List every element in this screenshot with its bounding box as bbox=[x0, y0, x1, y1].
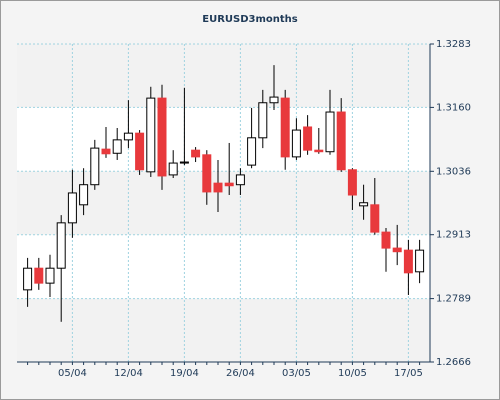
y-tick-label: 1.2666 bbox=[436, 357, 471, 368]
plot-band bbox=[17, 44, 430, 108]
x-tick-label: 19/04 bbox=[170, 368, 199, 379]
candle-body bbox=[359, 202, 369, 207]
candle-body bbox=[123, 132, 133, 141]
candle-body bbox=[101, 148, 111, 155]
y-tick-label: 1.3283 bbox=[436, 39, 471, 50]
candle-body bbox=[45, 267, 55, 284]
plot-band bbox=[17, 298, 430, 362]
x-tick-label: 26/04 bbox=[226, 368, 255, 379]
x-tick-label: 05/04 bbox=[58, 368, 87, 379]
candle-body bbox=[336, 111, 346, 171]
y-tick-label: 1.2789 bbox=[436, 294, 471, 305]
candle-body bbox=[23, 267, 33, 291]
candle-body bbox=[179, 161, 189, 164]
candle-body bbox=[135, 132, 145, 171]
candle-body bbox=[79, 184, 89, 206]
candle-body bbox=[258, 102, 268, 139]
candle-body bbox=[168, 162, 178, 176]
candle-body bbox=[370, 204, 380, 233]
candle-body bbox=[235, 174, 245, 186]
x-tick-label: 10/05 bbox=[338, 368, 367, 379]
candle-body bbox=[112, 139, 122, 154]
candle-body bbox=[303, 126, 313, 151]
x-tick-label: 17/05 bbox=[394, 368, 423, 379]
candle-body bbox=[213, 182, 223, 193]
candle-body bbox=[403, 249, 413, 274]
candle-body bbox=[381, 231, 391, 249]
candle-body bbox=[314, 149, 324, 153]
candle-body bbox=[34, 267, 44, 284]
candle-body bbox=[291, 129, 301, 158]
candle-body bbox=[157, 97, 167, 177]
candle-body bbox=[392, 247, 402, 253]
candle-body bbox=[202, 154, 212, 193]
candle-body bbox=[415, 249, 425, 273]
candle-body bbox=[56, 222, 66, 269]
candle-body bbox=[247, 137, 257, 166]
x-tick-label: 12/04 bbox=[114, 368, 143, 379]
y-tick-label: 1.3160 bbox=[436, 102, 471, 113]
candle-body bbox=[146, 97, 156, 173]
x-tick-label: 03/05 bbox=[282, 368, 311, 379]
candle-body bbox=[347, 169, 357, 196]
y-tick-label: 1.3036 bbox=[436, 166, 471, 177]
candle-body bbox=[191, 149, 201, 158]
candle-body bbox=[224, 182, 234, 187]
y-tick-label: 1.2913 bbox=[436, 230, 471, 241]
plot-background bbox=[17, 44, 430, 362]
candle-body bbox=[67, 192, 77, 224]
candle-body bbox=[280, 97, 290, 158]
chart-title: EURUSD3months bbox=[202, 14, 298, 25]
candle-body bbox=[90, 147, 100, 186]
candle-body bbox=[325, 111, 335, 153]
candle-body bbox=[269, 96, 279, 104]
